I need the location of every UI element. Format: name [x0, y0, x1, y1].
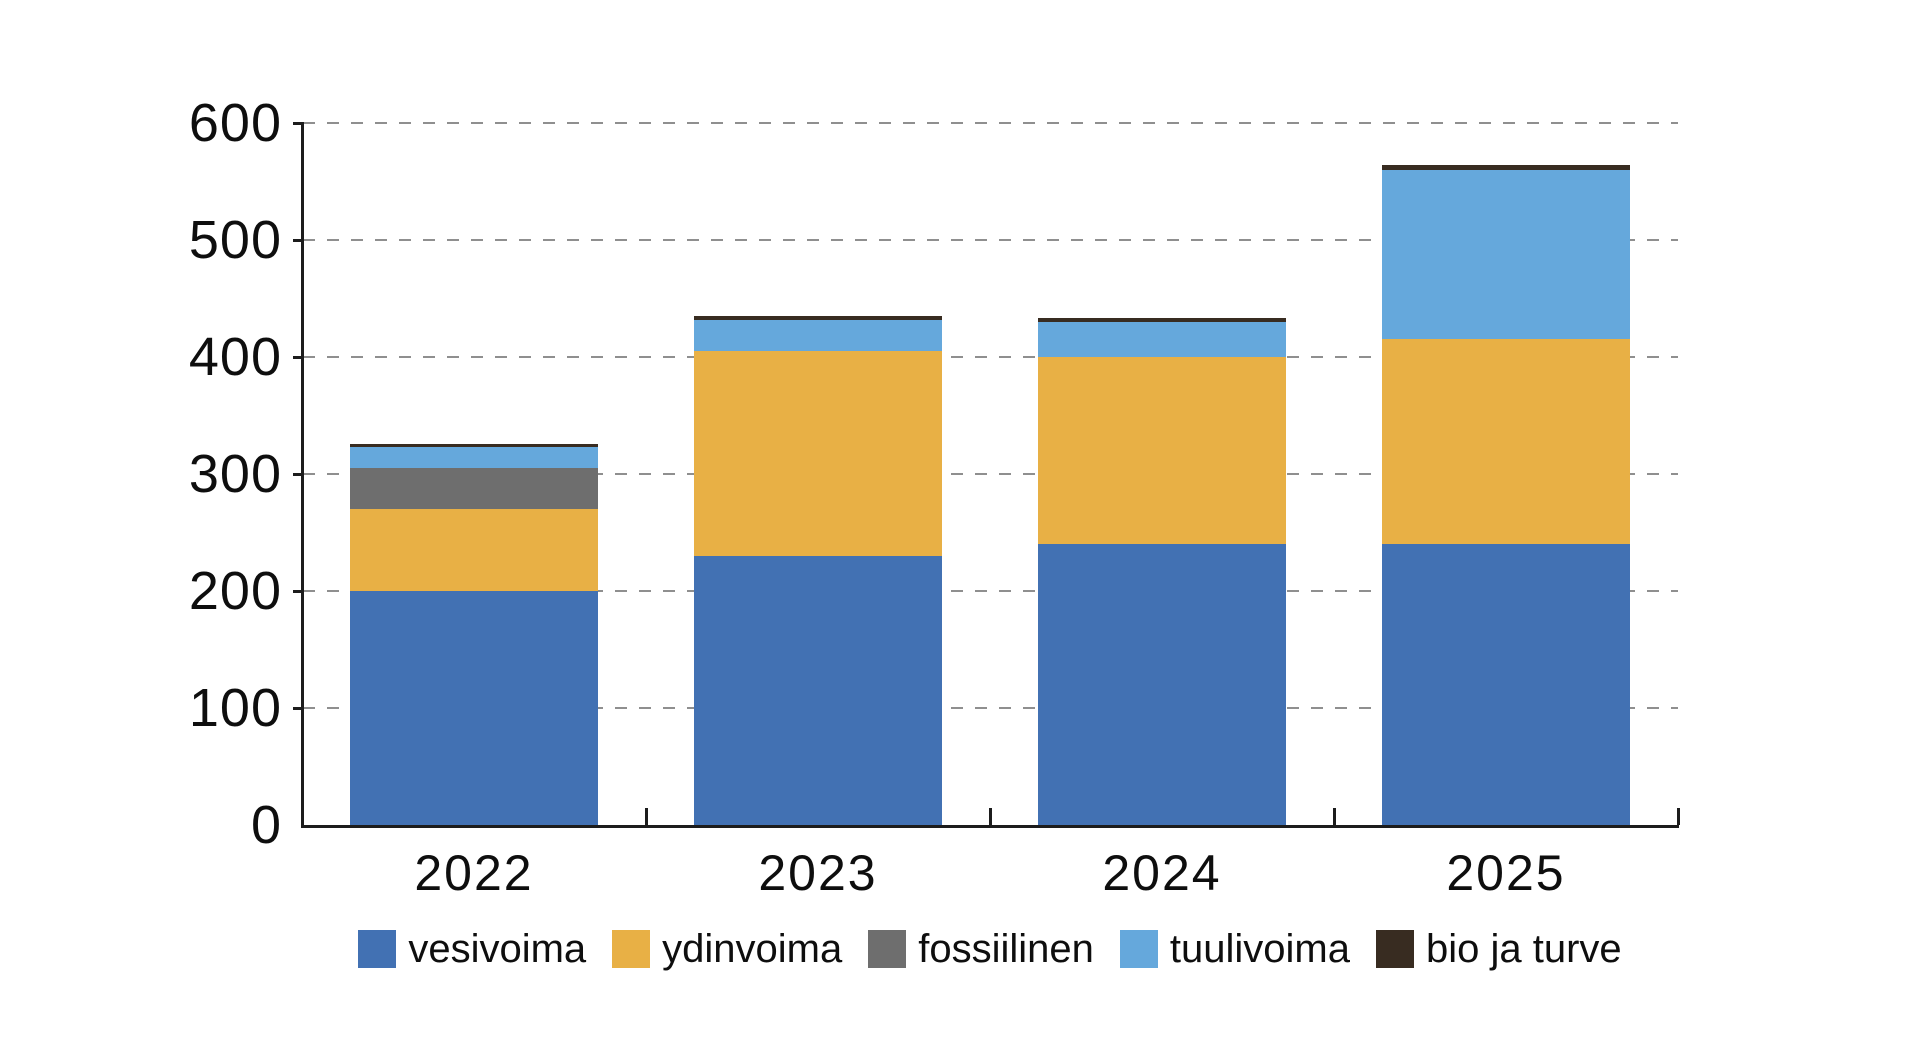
bar-segment-2022-ydinvoima	[350, 509, 598, 591]
legend-item-tuulivoima: tuulivoima	[1119, 927, 1350, 971]
y-axis-label-400: 400	[188, 327, 282, 387]
gridline-600	[303, 122, 1678, 124]
legend-item-bio-ja-turve: bio ja turve	[1375, 927, 1622, 971]
bar-segment-2025-ydinvoima	[1382, 339, 1630, 545]
x-axis-label-2022: 2022	[414, 845, 534, 901]
bar-segment-2023-bio-ja-turve	[694, 316, 942, 320]
bar-segment-2024-ydinvoima	[1038, 357, 1286, 545]
legend-label-tuulivoima: tuulivoima	[1169, 927, 1350, 971]
bar-segment-2024-tuulivoima	[1038, 321, 1286, 357]
bar-segment-2023-vesivoima	[694, 555, 942, 825]
y-axis-label-100: 100	[188, 678, 282, 738]
y-axis-label-300: 300	[188, 444, 282, 504]
x-axis-line	[301, 825, 1679, 828]
bar-segment-2025-vesivoima	[1382, 544, 1630, 825]
y-axis-label-500: 500	[188, 210, 282, 270]
gridline-500	[303, 239, 1678, 241]
y-axis-tick-600	[293, 122, 303, 125]
y-axis-label-600: 600	[188, 93, 282, 153]
gridline-200	[303, 590, 1678, 592]
x-axis-tick-3	[1333, 808, 1336, 825]
bar-segment-2022-bio-ja-turve	[350, 443, 598, 448]
bar-segment-2022-tuulivoima	[350, 447, 598, 469]
legend-label-vesivoima: vesivoima	[408, 927, 587, 971]
bar-segment-2025-tuulivoima	[1382, 169, 1630, 340]
legend-swatch-tuulivoima	[1119, 930, 1158, 968]
bar-segment-2023-tuulivoima	[694, 319, 942, 352]
y-axis-tick-100	[293, 707, 303, 710]
y-axis-tick-300	[293, 473, 303, 476]
legend-item-vesivoima: vesivoima	[358, 927, 586, 971]
legend-swatch-fossiilinen	[868, 930, 907, 968]
legend-swatch-ydinvoima	[612, 930, 651, 968]
gridline-100	[303, 707, 1678, 709]
x-axis-label-2024: 2024	[1102, 845, 1222, 901]
bar-segment-2024-vesivoima	[1038, 544, 1286, 825]
legend-swatch-vesivoima	[358, 930, 397, 968]
bar-segment-2025-bio-ja-turve	[1382, 165, 1630, 170]
x-axis-tick-2	[989, 808, 992, 825]
legend-swatch-bio-ja-turve	[1375, 930, 1414, 968]
bar-segment-2023-ydinvoima	[694, 351, 942, 556]
y-axis-tick-400	[293, 356, 303, 359]
x-axis-label-2023: 2023	[758, 845, 878, 901]
legend: vesivoima ydinvoima fossiilinen tuulivoima b…	[302, 921, 1678, 977]
legend-item-ydinvoima: ydinvoima	[612, 927, 842, 971]
y-axis-tick-500	[293, 239, 303, 242]
bar-segment-2024-bio-ja-turve	[1038, 318, 1286, 322]
legend-label-bio-ja-turve: bio ja turve	[1425, 927, 1622, 971]
y-axis-line	[301, 122, 304, 828]
legend-label-fossiilinen: fossiilinen	[918, 927, 1094, 971]
y-axis-label-200: 200	[188, 561, 282, 621]
gridline-300	[303, 473, 1678, 475]
x-axis-tick-4	[1677, 808, 1680, 825]
bar-segment-2022-fossiilinen	[350, 468, 598, 510]
y-axis-tick-200	[293, 590, 303, 593]
legend-item-fossiilinen: fossiilinen	[868, 927, 1094, 971]
bar-segment-2022-vesivoima	[350, 591, 598, 825]
legend-label-ydinvoima: ydinvoima	[662, 927, 843, 971]
gridline-400	[303, 356, 1678, 358]
y-axis-label-0: 0	[250, 795, 282, 855]
x-axis-label-2025: 2025	[1446, 845, 1566, 901]
x-axis-tick-1	[645, 808, 648, 825]
